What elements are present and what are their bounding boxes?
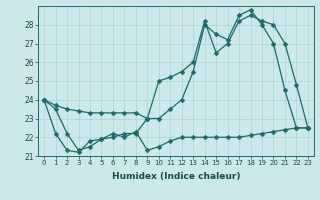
X-axis label: Humidex (Indice chaleur): Humidex (Indice chaleur): [112, 172, 240, 181]
